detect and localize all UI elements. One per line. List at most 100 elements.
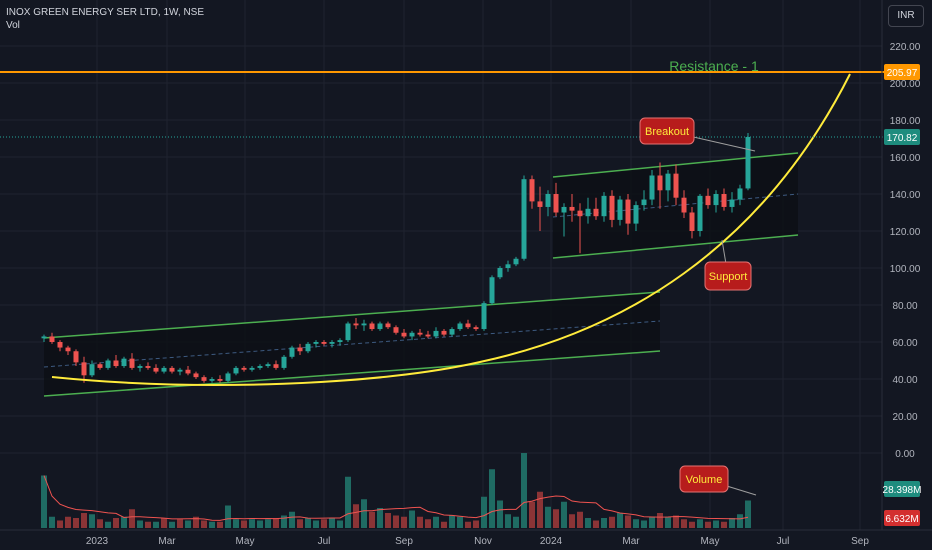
candle-body <box>257 366 263 368</box>
volume-bar <box>529 501 535 528</box>
volume-bar <box>641 520 647 528</box>
candle-body <box>385 323 391 328</box>
volume-bar <box>433 516 439 528</box>
candle-body <box>273 364 279 368</box>
volume-bar <box>297 519 303 528</box>
candle-body <box>233 367 239 374</box>
volume-bar <box>353 504 359 528</box>
candle-body <box>81 362 87 376</box>
volume-bar <box>657 513 663 528</box>
time-tick-label: Jul <box>318 536 331 547</box>
volume-bar <box>313 520 319 528</box>
volume-bar <box>729 518 735 528</box>
volume-bar <box>217 521 223 528</box>
candle-body <box>633 205 639 224</box>
volume-bar <box>449 515 455 528</box>
price-tick-label: 220.00 <box>890 42 921 53</box>
callout-text: Volume <box>686 474 723 486</box>
candle-body <box>41 336 47 339</box>
time-tick-label: Nov <box>474 536 492 547</box>
volume-current-label-bg <box>884 481 920 497</box>
volume-bar <box>89 514 95 528</box>
candle-body <box>497 268 503 278</box>
candle-body <box>697 195 703 231</box>
volume-bar <box>553 509 559 528</box>
candle-body <box>705 195 711 206</box>
volume-ma-label-bg <box>884 510 920 526</box>
candle-body <box>105 360 111 368</box>
volume-bar <box>473 520 479 528</box>
price-tick-label: 60.00 <box>892 338 917 349</box>
volume-bar <box>185 520 191 528</box>
candle-body <box>433 330 439 337</box>
candle-body <box>729 199 735 207</box>
candle-body <box>745 136 751 189</box>
volume-bar <box>337 520 343 528</box>
candle-body <box>185 369 191 374</box>
candle-body <box>681 197 687 213</box>
candle-body <box>241 367 247 370</box>
time-tick-label: May <box>236 536 255 547</box>
volume-bar <box>153 521 159 528</box>
candle-body <box>465 323 471 328</box>
candle-body <box>713 194 719 206</box>
volume-bar <box>593 520 599 528</box>
time-tick-label: Jul <box>777 536 790 547</box>
candle-body <box>649 175 655 200</box>
volume-bar <box>225 505 231 528</box>
volume-bar <box>673 515 679 528</box>
volume-bar <box>129 509 135 528</box>
price-tick-label: 80.00 <box>892 301 917 312</box>
candle-body <box>249 367 255 370</box>
volume-bar <box>193 516 199 528</box>
volume-bar <box>489 469 495 528</box>
candle-body <box>409 332 415 337</box>
candle-body <box>361 323 367 326</box>
candle-body <box>529 179 535 202</box>
candle-body <box>129 358 135 368</box>
volume-bar <box>665 516 671 528</box>
volume-bar <box>41 475 47 528</box>
lower-channel-mid <box>43 320 661 368</box>
volume-bar <box>201 520 207 528</box>
volume-ma-label: 6.632M <box>885 514 918 525</box>
volume-bar <box>273 518 279 528</box>
candle-body <box>737 188 743 200</box>
candle-body <box>473 327 479 330</box>
candle-body <box>585 208 591 217</box>
candle-body <box>217 379 223 381</box>
volume-bar <box>161 518 167 528</box>
time-tick-label: 2024 <box>540 536 563 547</box>
candle-body <box>209 379 215 381</box>
volume-bar <box>633 519 639 528</box>
candle-body <box>441 330 447 335</box>
volume-bar <box>105 521 111 528</box>
volume-bar <box>409 510 415 528</box>
candle-body <box>545 194 551 207</box>
candle-body <box>657 175 663 191</box>
candle-body <box>689 212 695 231</box>
volume-bar <box>113 518 119 528</box>
lower-channel-bottom <box>43 350 661 397</box>
volume-bar <box>681 519 687 528</box>
candle-body <box>625 199 631 224</box>
volume-bar <box>361 499 367 528</box>
currency-button[interactable]: INR <box>888 5 924 27</box>
candle-body <box>721 194 727 207</box>
volume-ma-line <box>43 475 749 521</box>
candle-body <box>137 366 143 368</box>
candle-body <box>673 173 679 198</box>
volume-bar <box>393 515 399 528</box>
volume-bar <box>417 516 423 528</box>
price-tick-label: 180.00 <box>890 116 921 127</box>
volume-bar <box>385 513 391 528</box>
lower-channel-top <box>43 291 661 339</box>
volume-bar <box>513 516 519 528</box>
volume-current-label: 28.398M <box>883 485 922 496</box>
resistance-annotation: Resistance - 1 <box>669 58 759 74</box>
candle-body <box>113 360 119 367</box>
candle-body <box>161 367 167 372</box>
candle-body <box>513 258 519 265</box>
candle-body <box>505 264 511 268</box>
